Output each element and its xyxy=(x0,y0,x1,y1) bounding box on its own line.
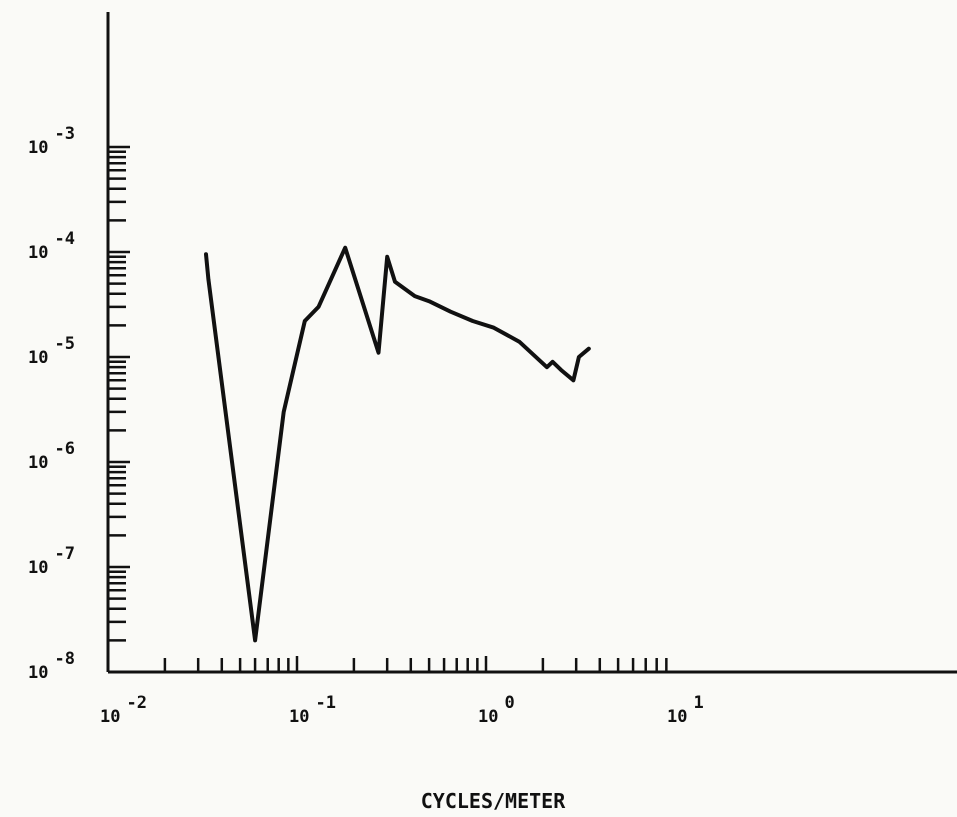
y-tick-label-base: 10 xyxy=(28,348,48,368)
y-tick-label-base: 10 xyxy=(28,138,48,158)
tick-marks xyxy=(106,145,668,674)
y-tick-label: 10 -3 xyxy=(28,124,75,158)
data-point xyxy=(413,294,417,298)
x-tick-label: 10 -2 xyxy=(100,693,147,727)
data-point xyxy=(427,299,431,303)
data-point xyxy=(343,246,347,250)
y-tick-label-exponent: -4 xyxy=(54,229,74,249)
data-point xyxy=(571,378,575,382)
y-tick-label: 10 -7 xyxy=(28,544,75,578)
y-tick-label-base: 10 xyxy=(28,558,48,578)
data-point xyxy=(206,277,210,281)
data-point xyxy=(545,365,549,369)
x-axis-title: CYCLES/METER xyxy=(421,789,566,813)
x-tick-label-base: 10 xyxy=(289,707,309,727)
y-tick-label-exponent: -7 xyxy=(54,544,74,564)
data-point xyxy=(492,326,496,330)
series-line xyxy=(204,245,591,643)
data-point xyxy=(377,351,381,355)
data-point xyxy=(393,280,397,284)
data-point xyxy=(517,340,521,344)
data-point xyxy=(577,355,581,359)
x-tick-label-exponent: -2 xyxy=(126,693,146,713)
y-tick-label-base: 10 xyxy=(28,663,48,683)
data-point xyxy=(282,410,286,414)
data-point xyxy=(559,368,563,372)
x-tick-label: 10 -1 xyxy=(289,693,336,727)
y-tick-label-exponent: -8 xyxy=(54,649,74,669)
x-tick-label-base: 10 xyxy=(667,707,687,727)
y-tick-label-exponent: -5 xyxy=(54,334,74,354)
data-point xyxy=(253,638,257,642)
series-layer xyxy=(204,245,591,643)
data-point xyxy=(449,310,453,314)
x-tick-label: 10 1 xyxy=(667,693,704,727)
x-tick-label: 10 0 xyxy=(478,693,515,727)
data-point xyxy=(385,255,389,259)
y-tick-label-exponent: -3 xyxy=(54,124,74,144)
x-tick-label-exponent: -1 xyxy=(315,693,335,713)
y-tick-label-exponent: -6 xyxy=(54,439,74,459)
data-point xyxy=(317,305,321,309)
y-tick-label-base: 10 xyxy=(28,453,48,473)
data-point xyxy=(471,319,475,323)
x-tick-label-exponent: 0 xyxy=(504,693,514,713)
y-tick-label: 10 -4 xyxy=(28,229,75,263)
x-tick-label-base: 10 xyxy=(100,707,120,727)
y-tick-label: 10 -6 xyxy=(28,439,75,473)
y-tick-label: 10 -8 xyxy=(28,649,75,683)
data-point xyxy=(204,252,208,256)
tick-labels: 10 -8 10 -7 10 -6 10 -5 10 -4 10 -3 10 -2 10 -1 10 0 10 1 xyxy=(28,124,704,727)
y-tick-label: 10 -5 xyxy=(28,334,75,368)
axes xyxy=(106,12,957,674)
x-tick-label-base: 10 xyxy=(478,707,498,727)
x-tick-label-exponent: 1 xyxy=(693,693,703,713)
y-tick-label-base: 10 xyxy=(28,243,48,263)
data-point xyxy=(303,319,307,323)
data-point xyxy=(551,360,555,364)
data-point xyxy=(587,347,591,351)
